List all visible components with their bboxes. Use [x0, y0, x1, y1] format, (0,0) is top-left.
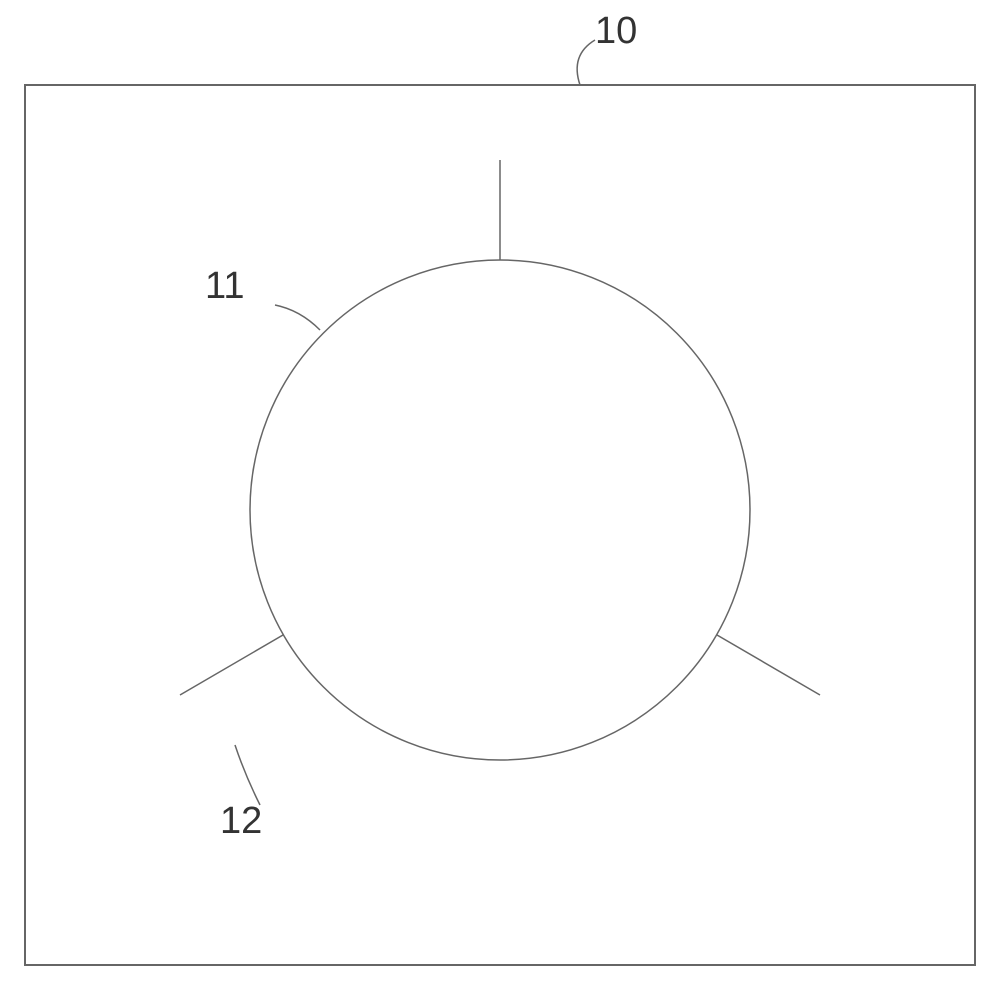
- radial-line-bottom-left: [180, 635, 283, 695]
- label-12: 12: [220, 800, 262, 843]
- main-circle: [250, 260, 750, 760]
- radial-line-bottom-right: [717, 635, 820, 695]
- label-11: 11: [205, 265, 244, 308]
- leader-curve-11: [275, 305, 320, 330]
- leader-curve-10: [577, 40, 595, 85]
- diagram-svg: [0, 0, 1000, 994]
- technical-diagram: 10 11 12: [0, 0, 1000, 994]
- label-10: 10: [595, 10, 637, 53]
- leader-curve-12: [235, 745, 260, 805]
